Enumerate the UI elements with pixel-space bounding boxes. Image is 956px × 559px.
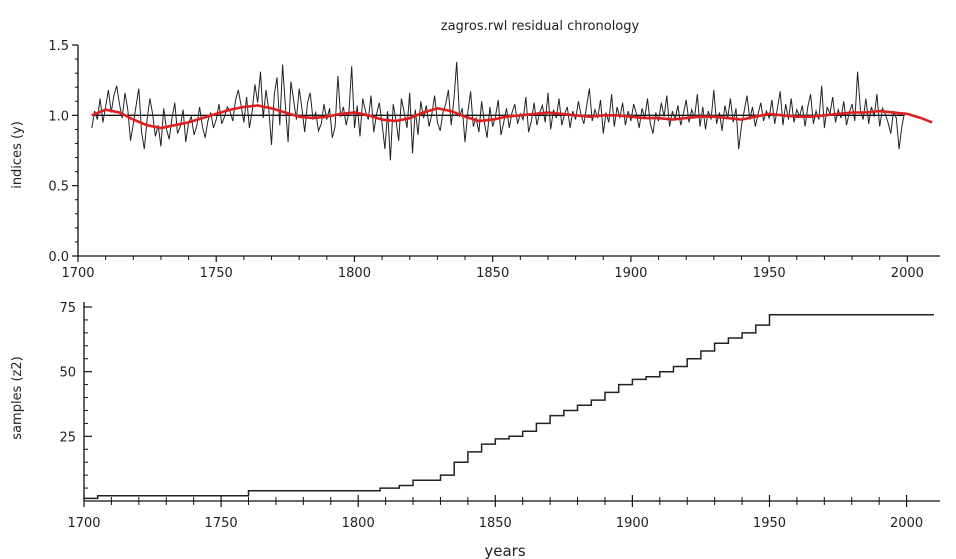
x-tick-label: 1700 [67, 516, 100, 531]
y-tick-label: 50 [59, 366, 76, 381]
residual-index-line [91, 61, 906, 161]
x-tick-label: 1850 [479, 516, 512, 531]
x-tick-label: 1800 [342, 516, 375, 531]
x-tick-label: 1900 [614, 266, 647, 281]
x-axis-label: years [484, 542, 525, 559]
y-tick-label: 0.5 [48, 180, 69, 195]
x-tick-label: 1950 [753, 516, 786, 531]
residual-chronology-panel: zagros.rwl residual chronology indices (… [10, 19, 940, 281]
sample-depth-line [84, 314, 934, 500]
bottom-panel-ticks: 1700 1750 1800 1850 1900 1950 2000 25 50 75 [59, 301, 923, 531]
y-tick-label: 75 [59, 301, 76, 316]
y-axis-label: indices (y) [10, 121, 25, 189]
x-tick-label: 1750 [200, 266, 233, 281]
x-tick-label: 1900 [616, 516, 649, 531]
sample-depth-panel: samples (z2) years 1700 1750 1800 1850 1900 1… [10, 301, 940, 559]
y-tick-label: 0.0 [48, 250, 69, 265]
x-tick-label: 1850 [476, 266, 509, 281]
x-tick-label: 2000 [891, 266, 924, 281]
x-tick-label: 1750 [205, 516, 238, 531]
y-tick-label: 25 [59, 430, 76, 445]
x-tick-label: 2000 [890, 516, 923, 531]
smoothed-spline-line [91, 104, 933, 130]
top-panel-ticks: 1700 1750 1800 1850 1900 1950 2000 0.0 0.5 1.0 1.5 [48, 39, 924, 281]
x-tick-label: 1700 [61, 266, 94, 281]
x-tick-label: 1800 [338, 266, 371, 281]
x-tick-label: 1950 [753, 266, 786, 281]
y-axis-label: samples (z2) [10, 356, 25, 439]
y-tick-label: 1.0 [48, 109, 69, 124]
y-tick-label: 1.5 [48, 39, 69, 54]
chart-title: zagros.rwl residual chronology [441, 19, 640, 34]
